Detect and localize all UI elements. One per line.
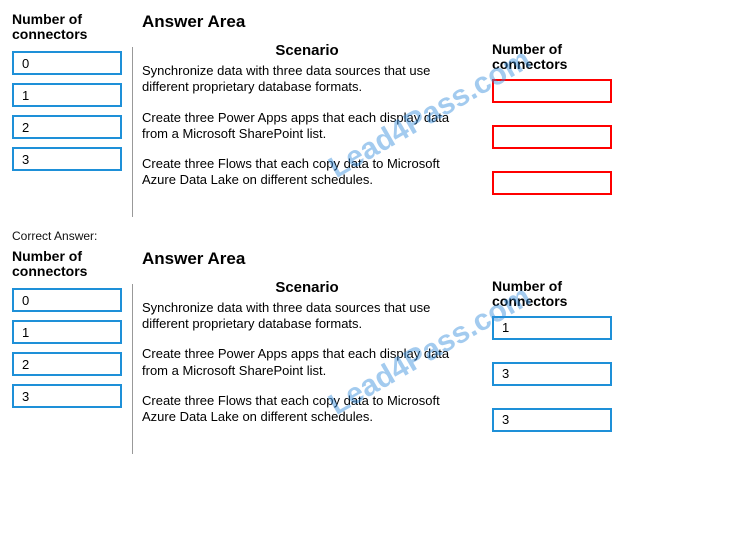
dropzone-header-correct: Number of connectors (492, 279, 612, 310)
scenario-text-2-correct: Create three Power Apps apps that each d… (142, 346, 472, 379)
dropzone-1-correct[interactable]: 1 (492, 316, 612, 340)
scenario-text-3: Create three Flows that each copy data t… (142, 156, 472, 189)
scenario-text-1: Synchronize data with three data sources… (142, 63, 472, 96)
choice-box-1[interactable]: 1 (12, 83, 122, 107)
choices-header-correct: Number of connectors (12, 249, 122, 280)
choice-box-2-correct[interactable]: 2 (12, 352, 122, 376)
answer-area-correct: Answer Area Scenario Synchronize data wi… (142, 249, 717, 454)
choice-box-1-correct[interactable]: 1 (12, 320, 122, 344)
scenario-column-correct: Scenario Synchronize data with three dat… (142, 279, 472, 454)
choice-box-3-correct[interactable]: 3 (12, 384, 122, 408)
divider-line (132, 47, 133, 217)
answer-body-correct: Scenario Synchronize data with three dat… (142, 279, 717, 454)
scenario-header-correct: Scenario (142, 279, 472, 296)
dropzone-column-correct: Number of connectors 1 3 3 (492, 279, 612, 454)
dropzone-header: Number of connectors (492, 42, 612, 73)
choice-box-3[interactable]: 3 (12, 147, 122, 171)
scenario-text-3-correct: Create three Flows that each copy data t… (142, 393, 472, 426)
scenario-header: Scenario (142, 42, 472, 59)
dropzone-3-correct[interactable]: 3 (492, 408, 612, 432)
correct-answer-label: Correct Answer: (12, 229, 717, 243)
scenario-text-2: Create three Power Apps apps that each d… (142, 110, 472, 143)
choices-column: Number of connectors 0 1 2 3 (12, 12, 122, 217)
dropzone-column: Number of connectors (492, 42, 612, 217)
choice-box-0[interactable]: 0 (12, 51, 122, 75)
scenario-text-1-correct: Synchronize data with three data sources… (142, 300, 472, 333)
answer-body: Scenario Synchronize data with three dat… (142, 42, 717, 217)
correct-panel: Number of connectors 0 1 2 3 Answer Area… (12, 249, 717, 454)
dropzone-3[interactable] (492, 171, 612, 195)
dropzone-2-correct[interactable]: 3 (492, 362, 612, 386)
choice-box-0-correct[interactable]: 0 (12, 288, 122, 312)
scenario-column: Scenario Synchronize data with three dat… (142, 42, 472, 217)
choices-header: Number of connectors (12, 12, 122, 43)
divider-line-correct (132, 284, 133, 454)
choice-box-2[interactable]: 2 (12, 115, 122, 139)
answer-area: Answer Area Scenario Synchronize data wi… (142, 12, 717, 217)
answer-area-title: Answer Area (142, 12, 717, 32)
dropzone-1[interactable] (492, 79, 612, 103)
dropzone-2[interactable] (492, 125, 612, 149)
choices-column-correct: Number of connectors 0 1 2 3 (12, 249, 122, 454)
question-panel: Number of connectors 0 1 2 3 Answer Area… (12, 12, 717, 217)
answer-area-title-correct: Answer Area (142, 249, 717, 269)
